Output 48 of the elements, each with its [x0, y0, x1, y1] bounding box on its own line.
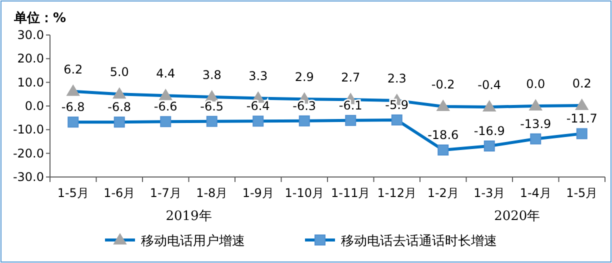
text: 2020年	[494, 209, 540, 224]
y-tick-label: -30.0	[12, 170, 44, 184]
data-label: 2.9	[294, 70, 314, 84]
legend-label: 移动电话去话通话时长增速	[341, 234, 497, 249]
x-tick-label: 1-4月	[520, 186, 552, 200]
data-label: -6.3	[292, 98, 316, 113]
y-tick-label: -20.0	[12, 146, 44, 160]
x-tick-label: 1-9月	[242, 186, 274, 200]
data-label: -16.9	[474, 124, 505, 138]
x-tick-label: 1-12月	[377, 186, 416, 200]
data-label: 2.3	[387, 72, 406, 86]
x-tick-label: 1-11月	[331, 186, 370, 200]
x-tick-label: 1-6月	[104, 186, 136, 200]
y-tick-label: 20.0	[17, 52, 44, 66]
x-tick-label: 1-5月	[566, 186, 598, 200]
x-tick-label: 1-7月	[150, 186, 182, 200]
data-label: -6.5	[200, 99, 224, 114]
data-label: 3.8	[202, 68, 222, 82]
legend-label: 移动电话用户增速	[141, 234, 245, 249]
y-tick-label: 30.0	[17, 28, 44, 42]
y-tick-label: 0.0	[24, 99, 44, 113]
data-label: -0.2	[431, 77, 455, 92]
data-label: 4.4	[156, 66, 176, 81]
data-label: -18.6	[428, 128, 459, 142]
data-label: -6.8	[108, 100, 132, 114]
x-tick-label: 1-2月	[427, 186, 459, 200]
chart-title: 单位：%	[13, 10, 66, 26]
x-tick-label: 1-3月	[474, 186, 506, 200]
data-label: 2.7	[341, 70, 360, 85]
data-label: 0.0	[526, 77, 546, 91]
data-label: -11.7	[566, 112, 598, 126]
data-label: -13.9	[520, 116, 552, 131]
x-tick-label: 1-10月	[284, 186, 324, 200]
data-label: -6.4	[246, 99, 270, 114]
data-label: 0.2	[572, 76, 592, 91]
text: 2019年	[166, 209, 212, 224]
y-tick-label: 10.0	[17, 75, 44, 90]
x-tick-label: 1-8月	[196, 186, 228, 200]
data-label: 5.0	[110, 65, 129, 80]
data-label: 3.3	[248, 69, 268, 84]
data-label: 6.2	[64, 62, 83, 76]
x-tick-label: 1-5月	[57, 186, 89, 200]
data-label: -5.9	[385, 98, 409, 112]
data-label: -0.4	[478, 78, 502, 92]
data-label: -6.1	[338, 98, 362, 112]
y-tick-label: -10.0	[12, 122, 44, 137]
data-label: -6.8	[61, 100, 85, 114]
data-label: -6.6	[154, 100, 178, 114]
